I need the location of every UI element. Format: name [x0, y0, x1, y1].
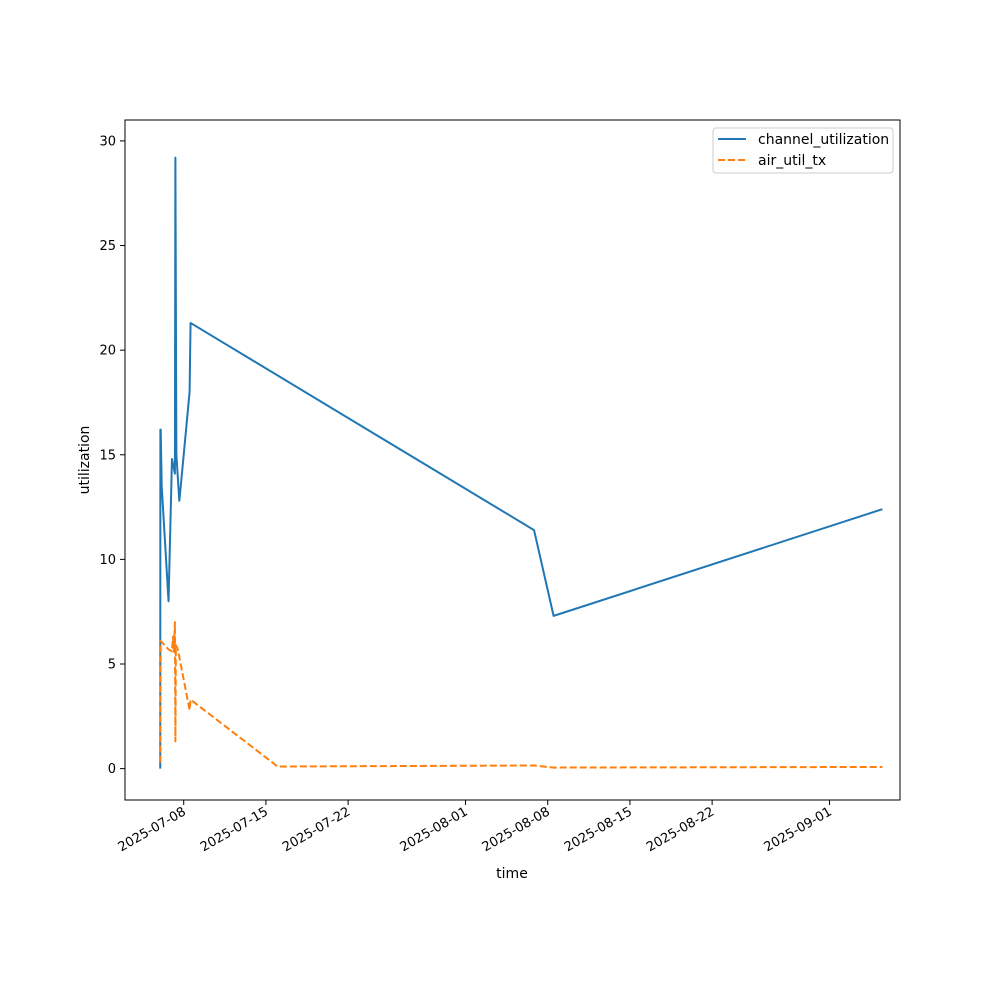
series-layer — [159, 156, 883, 769]
legend: channel_utilization air_util_tx — [712, 127, 894, 174]
series-line-channel_utilization — [159, 156, 883, 769]
y-axis-label: utilization — [77, 426, 93, 495]
series-line-air_util_tx — [159, 621, 883, 769]
y-tick-label: 10 — [99, 553, 116, 568]
legend-label-channel_utilization: channel_utilization — [758, 132, 889, 148]
y-tick-label: 25 — [99, 239, 116, 254]
y-axis: 0 5 10 15 20 25 30 — [99, 134, 125, 777]
y-tick-label: 0 — [108, 762, 116, 777]
plot-frame — [124, 119, 901, 801]
legend-box — [712, 127, 894, 174]
y-tick-label: 15 — [99, 448, 116, 463]
y-tick-label: 30 — [99, 134, 116, 149]
legend-label-air_util_tx: air_util_tx — [758, 153, 826, 169]
y-tick-label: 5 — [108, 658, 116, 673]
y-tick-label: 20 — [99, 344, 116, 359]
x-axis-label: time — [496, 866, 528, 882]
